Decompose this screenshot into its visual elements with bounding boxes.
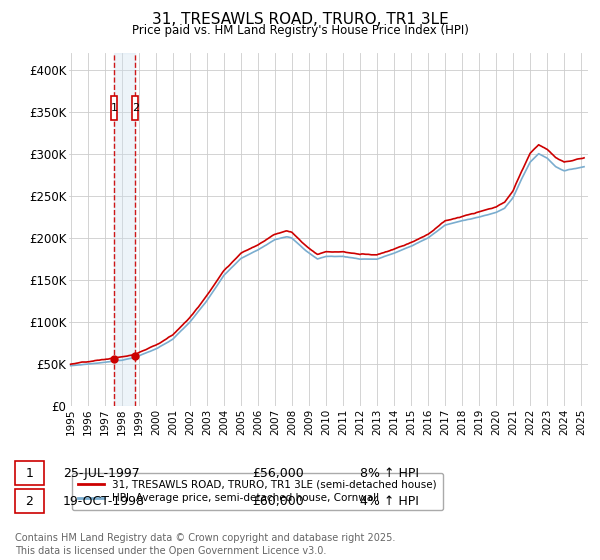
Text: 19-OCT-1998: 19-OCT-1998 <box>63 494 145 508</box>
Text: 8% ↑ HPI: 8% ↑ HPI <box>360 466 419 480</box>
Text: 2: 2 <box>132 103 139 113</box>
Text: 31, TRESAWLS ROAD, TRURO, TR1 3LE: 31, TRESAWLS ROAD, TRURO, TR1 3LE <box>152 12 448 27</box>
Text: 25-JUL-1997: 25-JUL-1997 <box>63 466 140 480</box>
Bar <box>133 96 139 120</box>
Text: Price paid vs. HM Land Registry's House Price Index (HPI): Price paid vs. HM Land Registry's House … <box>131 24 469 37</box>
Text: 2: 2 <box>25 494 34 508</box>
Text: Contains HM Land Registry data © Crown copyright and database right 2025.
This d: Contains HM Land Registry data © Crown c… <box>15 533 395 556</box>
Text: £56,000: £56,000 <box>252 466 304 480</box>
Text: 4% ↑ HPI: 4% ↑ HPI <box>360 494 419 508</box>
Text: £60,000: £60,000 <box>252 494 304 508</box>
Legend: 31, TRESAWLS ROAD, TRURO, TR1 3LE (semi-detached house), HPI: Average price, sem: 31, TRESAWLS ROAD, TRURO, TR1 3LE (semi-… <box>71 473 443 510</box>
Bar <box>111 96 117 120</box>
Text: 1: 1 <box>25 466 34 480</box>
Bar <box>114 53 136 406</box>
Text: 1: 1 <box>110 103 118 113</box>
